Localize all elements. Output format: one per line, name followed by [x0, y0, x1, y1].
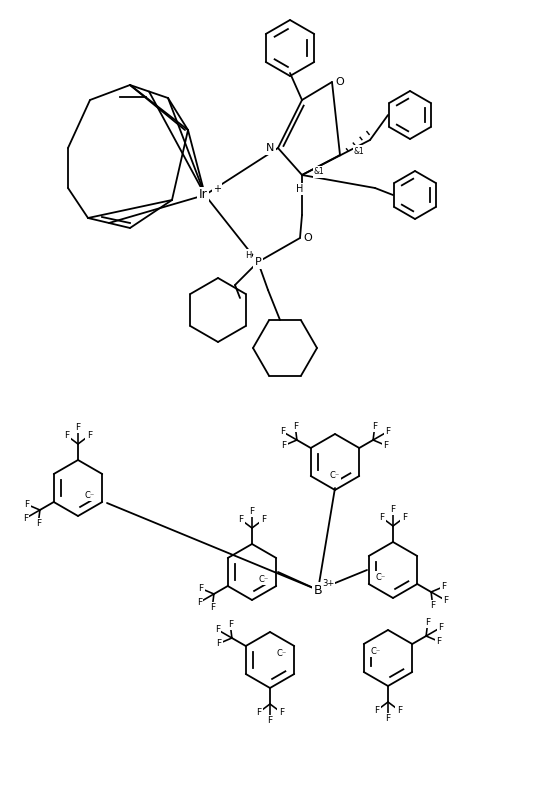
Text: 3+: 3+	[322, 579, 334, 589]
Text: F: F	[391, 505, 395, 514]
Text: N: N	[266, 143, 274, 153]
Text: F: F	[209, 604, 215, 612]
Text: C⁻: C⁻	[376, 572, 386, 582]
Text: F: F	[436, 637, 442, 646]
Text: F: F	[261, 515, 266, 524]
Text: O: O	[336, 77, 344, 87]
Text: F: F	[379, 513, 385, 522]
Text: F: F	[256, 708, 261, 717]
Text: F: F	[425, 618, 430, 626]
Text: F: F	[374, 706, 379, 715]
Text: F: F	[384, 441, 388, 450]
Text: F: F	[397, 706, 402, 715]
Text: H: H	[245, 251, 251, 259]
Text: H: H	[296, 184, 304, 194]
Text: F: F	[86, 431, 92, 440]
Text: F: F	[197, 598, 202, 607]
Text: F: F	[199, 584, 203, 593]
Text: F: F	[215, 625, 220, 634]
Text: F: F	[217, 639, 221, 648]
Text: F: F	[386, 714, 391, 723]
Text: C⁻: C⁻	[85, 490, 95, 499]
Text: F: F	[23, 514, 28, 523]
Text: F: F	[250, 507, 255, 516]
Text: F: F	[279, 708, 284, 717]
Text: &1: &1	[354, 146, 364, 156]
Text: F: F	[372, 421, 378, 431]
Text: &1: &1	[314, 167, 325, 177]
Text: F: F	[36, 520, 41, 528]
Text: F: F	[268, 716, 273, 725]
Text: F: F	[443, 596, 448, 605]
Text: F: F	[227, 619, 233, 629]
Text: F: F	[430, 601, 435, 611]
Text: F: F	[64, 431, 70, 440]
Text: F: F	[280, 427, 285, 436]
Text: P: P	[255, 257, 261, 267]
Text: +: +	[213, 184, 221, 194]
Text: F: F	[385, 427, 390, 436]
Text: C⁻: C⁻	[330, 472, 340, 480]
Text: Ir: Ir	[199, 189, 207, 201]
Text: C⁻: C⁻	[371, 647, 381, 656]
Text: F: F	[293, 421, 298, 431]
Text: F: F	[238, 515, 243, 524]
Text: C⁻: C⁻	[259, 575, 269, 583]
Text: O: O	[304, 233, 312, 243]
Text: F: F	[76, 423, 81, 432]
Text: F: F	[438, 623, 443, 632]
Text: C⁻: C⁻	[277, 648, 287, 658]
Text: F: F	[281, 441, 287, 450]
Text: F: F	[24, 500, 29, 509]
Text: F: F	[441, 582, 447, 591]
Text: F: F	[401, 513, 407, 522]
Text: B: B	[314, 583, 322, 597]
